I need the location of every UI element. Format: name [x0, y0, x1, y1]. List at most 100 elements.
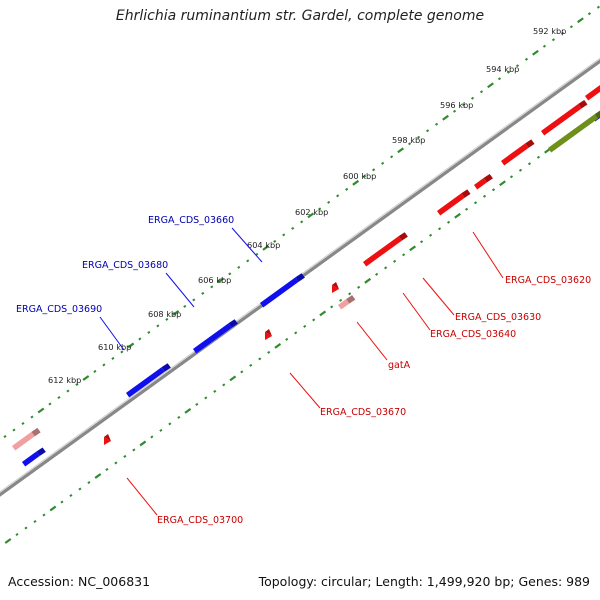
- tick-mark: [294, 331, 298, 335]
- tick-mark: [454, 212, 461, 219]
- tick-mark: [560, 31, 564, 35]
- reverse-gene-leader-line: [472, 231, 504, 279]
- tick-mark: [327, 200, 331, 204]
- tick-mark: [147, 330, 151, 334]
- reverse-gene-leader-line: [356, 321, 388, 361]
- tick-mark: [336, 194, 340, 198]
- tick-mark: [375, 272, 379, 276]
- reverse-gene: [541, 104, 582, 136]
- scale-label: 594 kbp: [486, 64, 519, 74]
- forward-gene-end: [161, 363, 171, 372]
- tick-mark: [192, 298, 196, 302]
- tick-mark: [282, 233, 286, 237]
- tick-mark: [409, 245, 416, 252]
- tick-mark: [587, 12, 591, 16]
- tick-mark: [12, 428, 16, 432]
- tick-mark: [390, 155, 394, 159]
- tick-mark: [487, 82, 494, 89]
- tick-mark: [542, 44, 547, 48]
- tick-mark: [330, 305, 334, 309]
- forward-gene-leader-line: [99, 316, 125, 351]
- tick-mark: [536, 155, 541, 159]
- tick-mark: [228, 272, 232, 276]
- tick-mark: [381, 161, 385, 165]
- tick-mark: [515, 64, 520, 68]
- tick-mark: [102, 363, 106, 367]
- reverse-gene-end: [483, 173, 493, 183]
- tick-mark: [37, 407, 45, 414]
- scale-label: 592 kbp: [533, 26, 566, 36]
- tick-mark: [120, 350, 124, 354]
- tick-mark: [262, 244, 270, 251]
- tick-mark: [532, 49, 539, 56]
- reverse-gene-label: ERGA_CDS_03670: [320, 407, 406, 418]
- tick-mark: [165, 317, 169, 321]
- tick-mark: [420, 240, 424, 244]
- genome-title: Ehrlichia ruminantium str. Gardel, compl…: [115, 8, 485, 24]
- genome-stats-text: Topology: circular; Length: 1,499,920 bp…: [258, 574, 590, 589]
- tick-mark: [339, 298, 343, 302]
- tick-mark: [479, 90, 484, 94]
- tick-mark: [397, 147, 404, 154]
- forward-gene-end: [295, 273, 305, 282]
- tick-mark: [569, 25, 573, 29]
- tick-mark: [464, 207, 469, 211]
- tick-mark: [345, 187, 349, 191]
- tick-mark: [3, 434, 7, 439]
- tick-mark: [15, 532, 19, 537]
- reverse-gene-leader-line: [422, 277, 455, 316]
- tick-mark: [447, 220, 451, 224]
- tick-mark: [497, 77, 502, 81]
- small-reverse-gene: [265, 332, 272, 340]
- tick-mark: [168, 422, 172, 426]
- tick-mark: [506, 70, 511, 74]
- tick-mark: [114, 461, 118, 465]
- reverse-gene-end: [398, 232, 408, 241]
- tick-mark: [229, 375, 237, 382]
- tick-mark: [291, 226, 295, 230]
- tick-mark: [105, 467, 109, 471]
- tick-mark: [372, 168, 376, 172]
- tick-mark: [42, 513, 46, 517]
- tick-mark: [222, 383, 226, 387]
- reverse-gene-label: ERGA_CDS_03640: [430, 329, 516, 340]
- tick-mark: [258, 357, 262, 361]
- olive-gene: [548, 114, 599, 153]
- light-gene-end: [31, 427, 41, 437]
- small-reverse-gene-side: [332, 282, 339, 289]
- tick-mark: [470, 96, 475, 100]
- forward-gene: [126, 367, 165, 398]
- tick-mark: [66, 389, 70, 393]
- tick-mark: [57, 395, 61, 399]
- tick-mark: [273, 239, 277, 243]
- tick-mark: [69, 493, 73, 497]
- outer-tick-track: [3, 5, 600, 439]
- forward-gene-leader-line: [231, 227, 263, 263]
- tick-mark: [75, 382, 79, 386]
- tick-mark: [249, 363, 253, 367]
- light-gene: [12, 431, 35, 451]
- reverse-gene-label: ERGA_CDS_03700: [157, 515, 243, 526]
- scale-label: 612 kbp: [48, 375, 81, 385]
- tick-mark: [172, 310, 180, 316]
- tick-mark: [156, 324, 160, 328]
- reverse-gene-end: [461, 189, 471, 198]
- tick-mark: [4, 538, 12, 544]
- reverse-gene: [585, 85, 600, 101]
- scale-label: 606 kbp: [198, 275, 231, 285]
- tick-mark: [577, 17, 584, 24]
- tick-mark: [461, 103, 466, 107]
- tick-mark: [82, 375, 90, 381]
- tick-mark: [123, 454, 127, 458]
- tick-mark: [318, 207, 322, 211]
- tick-mark: [150, 435, 154, 439]
- forward-gene-label: ERGA_CDS_03690: [16, 304, 102, 315]
- olive-gene-end: [594, 110, 600, 119]
- tick-mark: [78, 487, 82, 491]
- scale-label: 598 kbp: [392, 135, 425, 145]
- reverse-gene: [437, 193, 465, 216]
- reverse-gene-label: ERGA_CDS_03620: [505, 275, 591, 286]
- tick-mark: [177, 415, 181, 419]
- forward-gene-end: [228, 319, 238, 328]
